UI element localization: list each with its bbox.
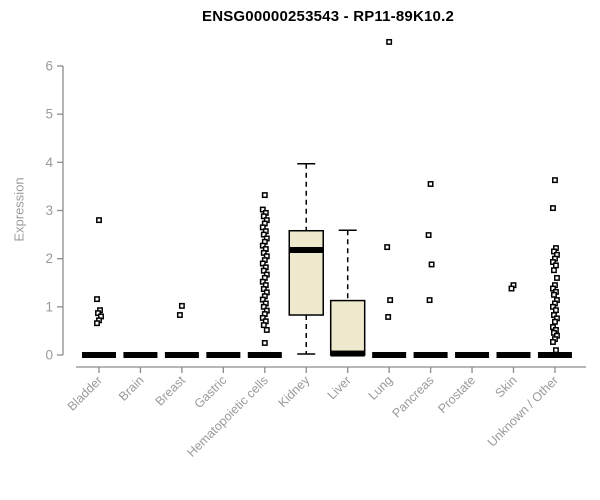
x-category-label: Skin — [493, 373, 520, 400]
outlier-point — [550, 285, 556, 292]
outlier-point — [259, 278, 266, 285]
y-tick-label: 4 — [45, 155, 53, 170]
outlier-point — [550, 303, 556, 310]
outlier-point — [259, 206, 266, 213]
x-category-label: Prostate — [435, 373, 478, 416]
outlier-point — [260, 249, 267, 256]
y-tick-label: 2 — [45, 251, 53, 266]
collapsed-box — [372, 352, 407, 358]
outlier-point — [551, 312, 557, 318]
x-category-label: Lung — [366, 373, 396, 403]
outlier-point — [259, 224, 266, 231]
outlier-point — [550, 339, 556, 345]
outlier-point — [260, 231, 267, 238]
outlier-point — [550, 259, 556, 265]
outlier-point — [94, 296, 100, 303]
x-category-label: Brain — [116, 373, 147, 404]
collapsed-box — [123, 352, 158, 358]
outlier-point — [384, 244, 391, 251]
outlier-point — [386, 38, 393, 45]
x-category-label: Bladder — [65, 373, 105, 413]
outlier-point — [428, 261, 435, 268]
outlier-point — [95, 310, 101, 317]
outlier-point — [551, 267, 557, 274]
outlier-point — [552, 318, 558, 325]
outlier-point — [550, 205, 556, 212]
outlier-point — [387, 297, 394, 304]
outlier-point — [259, 260, 266, 267]
collapsed-box — [496, 352, 531, 358]
outlier-point — [551, 291, 557, 298]
outlier-point — [427, 181, 434, 187]
x-category-label: Liver — [325, 373, 354, 402]
collapsed-box — [206, 352, 241, 358]
y-tick-label: 5 — [45, 107, 53, 122]
x-category-label: Hematopoietic cells — [184, 373, 271, 460]
outlier-point — [96, 217, 102, 224]
outlier-point — [554, 274, 560, 281]
outlier-point — [261, 340, 268, 346]
outlier-point — [260, 267, 267, 274]
outlier-point — [178, 302, 185, 309]
outlier-point — [260, 286, 267, 292]
outlier-point — [259, 242, 266, 249]
y-tick-label: 0 — [45, 348, 53, 363]
outlier-point — [260, 303, 267, 310]
y-tick-label: 1 — [45, 299, 53, 314]
outlier-point — [259, 296, 266, 303]
iqr-box — [329, 299, 366, 356]
collapsed-box — [164, 352, 199, 358]
collapsed-box — [247, 352, 282, 358]
outlier-point — [263, 327, 270, 333]
outlier-point — [552, 177, 558, 184]
outlier-point — [94, 320, 100, 327]
chart-title: ENSG00000253543 - RP11-89K10.2 — [201, 8, 454, 25]
outlier-point — [261, 192, 268, 199]
collapsed-box — [82, 352, 116, 358]
median-line — [289, 246, 324, 253]
collapsed-box — [537, 352, 572, 358]
collapsed-box — [413, 352, 448, 358]
outlier-point — [425, 232, 432, 239]
collapsed-box — [455, 352, 490, 358]
outlier-point — [260, 213, 267, 220]
y-tick-label: 6 — [45, 59, 53, 74]
outlier-point — [259, 314, 266, 321]
y-tick-label: 3 — [45, 203, 53, 218]
outlier-point — [553, 347, 559, 354]
median-line — [330, 350, 365, 357]
iqr-box — [288, 229, 324, 316]
outlier-point — [551, 248, 557, 255]
outlier-point — [385, 313, 392, 320]
outlier-point — [260, 322, 267, 329]
x-category-label: Kidney — [275, 373, 312, 410]
outlier-point — [553, 262, 559, 269]
x-category-label: Breast — [153, 373, 189, 409]
x-category-label: Unknown / Other — [485, 373, 561, 449]
outlier-point — [426, 297, 433, 304]
outlier-point — [176, 312, 183, 318]
outlier-point — [553, 307, 559, 314]
x-category-label: Pancreas — [389, 373, 436, 420]
outlier-point — [508, 285, 515, 292]
x-category-label: Gastric — [192, 373, 230, 411]
